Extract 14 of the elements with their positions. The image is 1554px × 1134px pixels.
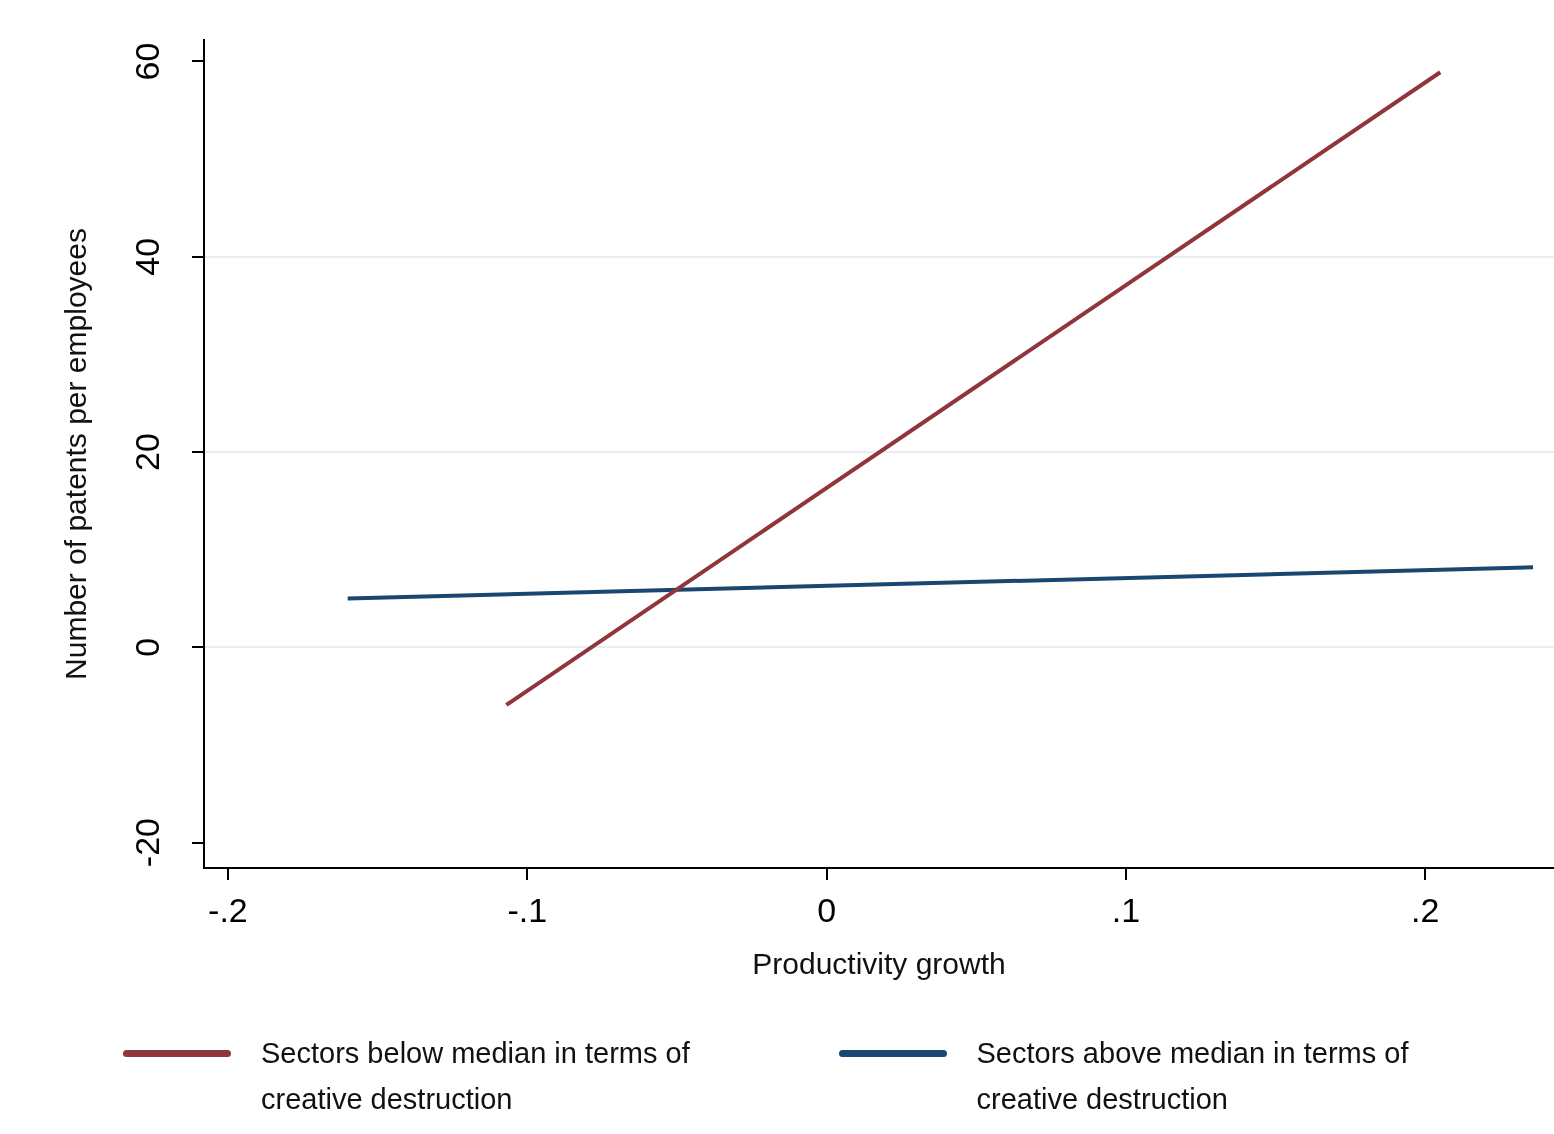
x-axis-title: Productivity growth: [752, 947, 1006, 981]
y-tick-label: 40: [127, 237, 166, 276]
y-tick-label: 60: [127, 42, 166, 81]
y-tick-label: 20: [127, 433, 166, 471]
y-axis-title: Number of patents per employees: [59, 228, 93, 680]
x-tick-label: .2: [1411, 890, 1440, 929]
x-tick-label: .1: [1111, 890, 1141, 929]
legend-label: Sectors below median in terms of creative destruction: [261, 1036, 691, 1117]
y-tick-label: 0: [127, 637, 166, 657]
y-tick-label: -20: [127, 818, 166, 868]
x-tick-label: 0: [817, 890, 837, 929]
legend-label: Sectors above median in terms of creative destruction: [976, 1036, 1410, 1117]
x-tick-label: -.1: [507, 890, 548, 929]
x-tick-label: -.2: [208, 890, 248, 929]
